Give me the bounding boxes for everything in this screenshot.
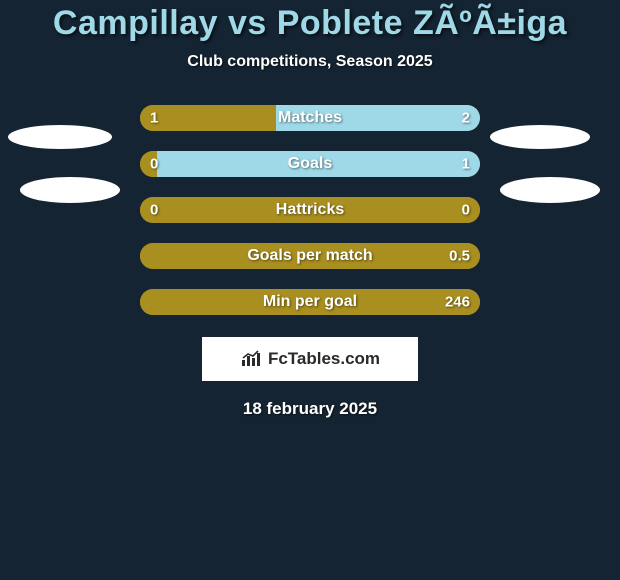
stat-value-left: 0 xyxy=(150,202,158,219)
stat-fill-left xyxy=(140,105,276,131)
stat-value-right: 2 xyxy=(462,110,470,127)
stat-value-left: 0 xyxy=(150,156,158,173)
subtitle: Club competitions, Season 2025 xyxy=(0,53,620,71)
stat-label: Min per goal xyxy=(263,293,357,311)
stat-label: Goals per match xyxy=(247,247,372,265)
stat-value-right: 246 xyxy=(445,294,470,311)
stat-row: Goals per match 0.5 xyxy=(140,243,480,269)
avatar xyxy=(8,125,112,149)
stat-row: Matches 1 2 xyxy=(140,105,480,131)
avatar xyxy=(500,177,600,203)
stat-value-left: 1 xyxy=(150,110,158,127)
stat-value-right: 0.5 xyxy=(449,248,470,265)
logo-box: FcTables.com xyxy=(202,337,418,381)
content: Campillay vs Poblete ZÃºÃ±iga Club compe… xyxy=(0,0,620,419)
avatar xyxy=(490,125,590,149)
date: 18 february 2025 xyxy=(0,399,620,419)
stat-row: Min per goal 246 xyxy=(140,289,480,315)
stat-value-right: 0 xyxy=(462,202,470,219)
page-title: Campillay vs Poblete ZÃºÃ±iga xyxy=(0,4,620,43)
chart-icon xyxy=(240,350,262,368)
logo-text: FcTables.com xyxy=(268,349,380,369)
stat-label: Goals xyxy=(288,155,332,173)
stat-value-right: 1 xyxy=(462,156,470,173)
stat-label: Hattricks xyxy=(276,201,344,219)
stat-row: Hattricks 0 0 xyxy=(140,197,480,223)
stat-label: Matches xyxy=(278,109,342,127)
stat-row: Goals 0 1 xyxy=(140,151,480,177)
avatar xyxy=(20,177,120,203)
